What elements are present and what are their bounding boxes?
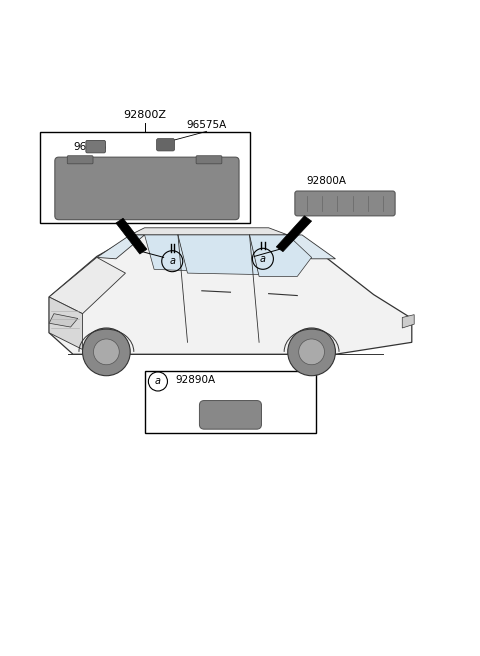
Polygon shape — [49, 314, 78, 327]
Circle shape — [299, 339, 324, 365]
Text: 96576: 96576 — [73, 142, 106, 152]
Text: 96575A: 96575A — [186, 120, 227, 130]
Polygon shape — [130, 228, 288, 235]
Polygon shape — [116, 218, 147, 254]
FancyBboxPatch shape — [86, 140, 106, 153]
Polygon shape — [49, 257, 125, 314]
FancyBboxPatch shape — [55, 157, 239, 220]
Polygon shape — [97, 235, 144, 259]
Text: a: a — [169, 256, 175, 266]
Circle shape — [94, 339, 119, 365]
FancyBboxPatch shape — [156, 138, 175, 151]
FancyBboxPatch shape — [295, 191, 395, 216]
Text: 92800Z: 92800Z — [123, 110, 166, 121]
Bar — [39, 133, 250, 223]
Polygon shape — [178, 235, 259, 275]
Circle shape — [83, 328, 130, 376]
Polygon shape — [144, 235, 188, 271]
Polygon shape — [49, 235, 412, 354]
Bar — [144, 371, 316, 433]
FancyBboxPatch shape — [196, 155, 222, 164]
FancyBboxPatch shape — [199, 401, 262, 429]
Polygon shape — [402, 315, 414, 328]
Polygon shape — [250, 235, 312, 276]
Circle shape — [288, 328, 336, 376]
Text: a: a — [155, 377, 161, 386]
Text: 92890A: 92890A — [176, 375, 216, 384]
FancyBboxPatch shape — [67, 155, 93, 164]
Polygon shape — [276, 216, 312, 252]
Text: 92800A: 92800A — [306, 176, 346, 186]
Polygon shape — [49, 297, 83, 350]
Polygon shape — [283, 235, 336, 259]
Text: a: a — [260, 254, 266, 264]
